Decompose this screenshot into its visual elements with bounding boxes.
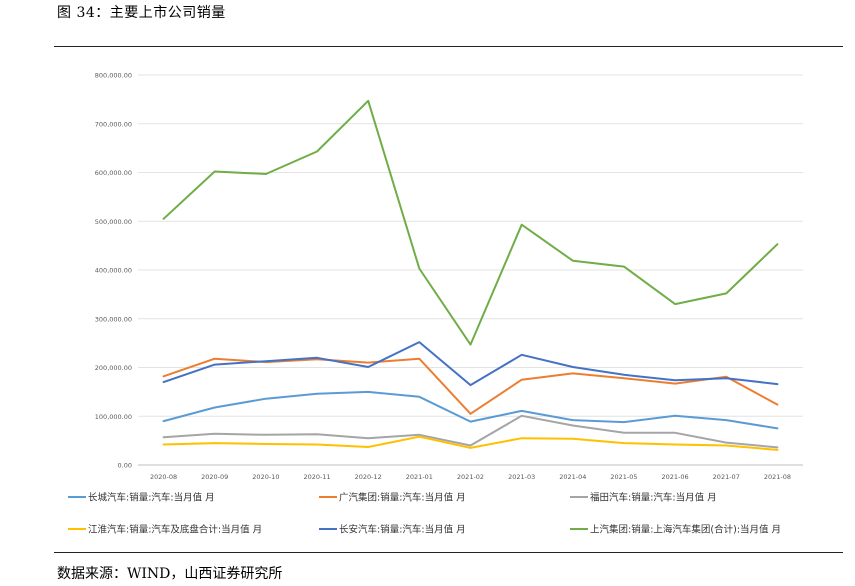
series-line-3 xyxy=(162,435,779,451)
x-tick-label: 2021-01 xyxy=(406,473,433,481)
x-tick-label: 2020-08 xyxy=(150,473,177,481)
x-tick-label: 2020-11 xyxy=(303,473,330,481)
y-tick-label: 200,000.00 xyxy=(95,364,132,372)
legend-item-2: 福田汽车:销量:汽车:当月值 月 xyxy=(570,492,717,504)
x-tick-label: 2021-07 xyxy=(713,473,740,481)
y-tick-label: 700,000.00 xyxy=(95,120,132,128)
series-line-0 xyxy=(162,390,779,430)
y-tick-label: 800,000.00 xyxy=(95,72,132,80)
data-source: 数据来源：WIND，山西证券研究所 xyxy=(57,566,283,582)
legend-label: 上汽集团:销量:上海汽车集团(合计):当月值 月 xyxy=(590,524,781,536)
y-tick-label: 0.00 xyxy=(118,462,132,470)
series-line-4 xyxy=(162,341,779,387)
x-tick-label: 2021-06 xyxy=(662,473,689,481)
x-tick-label: 2020-10 xyxy=(252,473,279,481)
y-tick-label: 400,000.00 xyxy=(95,267,132,275)
series-line-2 xyxy=(162,414,779,449)
series-line-1 xyxy=(162,357,779,415)
legend-label: 长安汽车:销量:汽车:当月值 月 xyxy=(339,524,466,536)
legend-label: 福田汽车:销量:汽车:当月值 月 xyxy=(590,492,717,504)
y-tick-label: 300,000.00 xyxy=(95,315,132,323)
x-tick-label: 2021-03 xyxy=(508,473,535,481)
legend-item-1: 广汽集团:销量:汽车:当月值 月 xyxy=(319,492,466,504)
y-tick-label: 600,000.00 xyxy=(95,169,132,177)
grid-lines xyxy=(138,74,803,466)
y-tick-label: 100,000.00 xyxy=(95,413,132,421)
legend-item-3: 江淮汽车:销量:汽车及底盘合计:当月值 月 xyxy=(68,524,262,536)
y-axis-ticks: 0.00 100,000.00 200,000.00 300,000.00 400,00… xyxy=(95,72,132,470)
x-axis-ticks: 2020-08 2020-09 2020-10 2020-11 2020-12 2021-… xyxy=(150,473,791,481)
legend-item-0: 长城汽车:销量:汽车:当月值 月 xyxy=(68,492,215,504)
x-tick-label: 2020-09 xyxy=(201,473,228,481)
legend-item-4: 长安汽车:销量:汽车:当月值 月 xyxy=(319,524,466,536)
y-tick-label: 500,000.00 xyxy=(95,218,132,226)
legend-label: 长城汽车:销量:汽车:当月值 月 xyxy=(88,492,215,504)
legend-label: 广汽集团:销量:汽车:当月值 月 xyxy=(339,492,466,504)
series-line-5 xyxy=(162,99,779,346)
bottom-rule xyxy=(54,552,843,553)
x-tick-label: 2021-04 xyxy=(559,473,586,481)
legend: 长城汽车:销量:汽车:当月值 月 广汽集团:销量:汽车:当月值 月 福田汽车:销量:… xyxy=(68,492,781,536)
x-tick-label: 2020-12 xyxy=(355,473,382,481)
legend-label: 江淮汽车:销量:汽车及底盘合计:当月值 月 xyxy=(88,524,262,536)
x-tick-label: 2021-08 xyxy=(764,473,791,481)
x-tick-label: 2021-02 xyxy=(457,473,484,481)
legend-item-5: 上汽集团:销量:上海汽车集团(合计):当月值 月 xyxy=(570,524,781,536)
line-chart: 0.00 100,000.00 200,000.00 300,000.00 400,00… xyxy=(68,72,803,536)
x-tick-label: 2021-05 xyxy=(610,473,637,481)
figure-title: 图 34：主要上市公司销量 xyxy=(57,5,226,21)
top-rule xyxy=(54,46,843,47)
series-lines xyxy=(162,99,779,451)
